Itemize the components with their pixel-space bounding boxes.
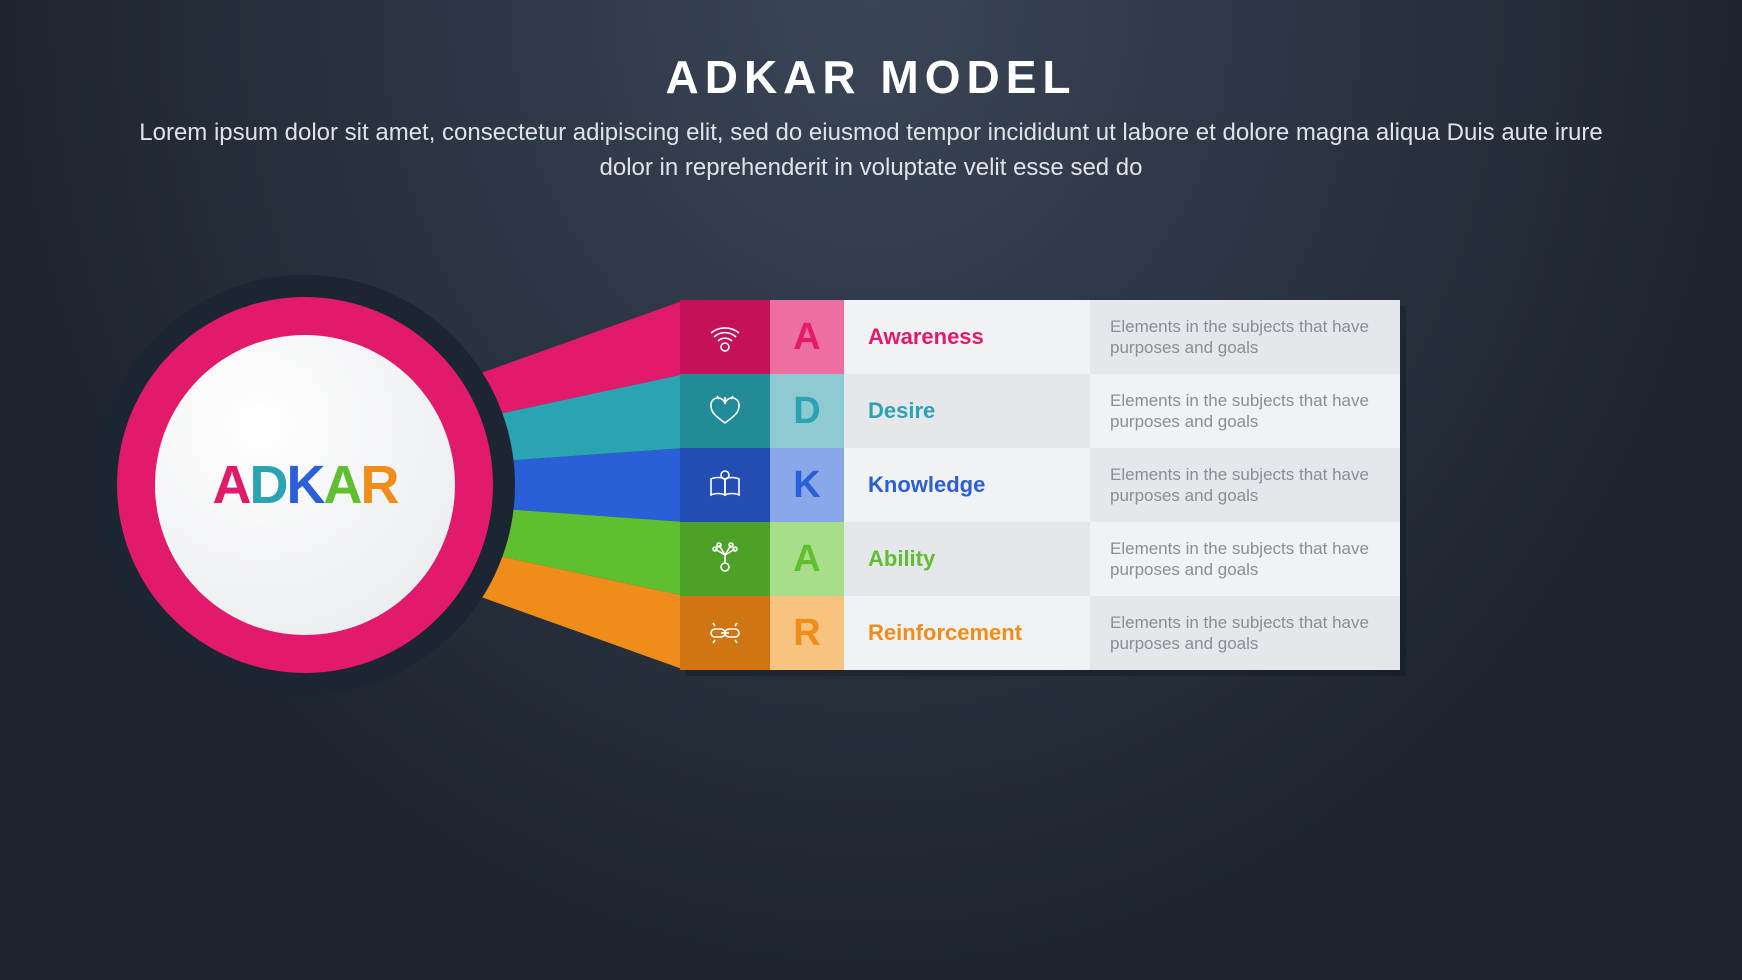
- acronym-letter: A: [324, 454, 361, 516]
- letter-cell: A: [770, 522, 844, 596]
- table-row: DDesireElements in the subjects that hav…: [680, 374, 1400, 448]
- table-row: KKnowledgeElements in the subjects that …: [680, 448, 1400, 522]
- table-row: AAbilityElements in the subjects that ha…: [680, 522, 1400, 596]
- row-title: Knowledge: [844, 448, 1090, 522]
- row-description: Elements in the subjects that have purpo…: [1090, 522, 1400, 596]
- network-icon: [680, 522, 770, 596]
- table-row: RReinforcementElements in the subjects t…: [680, 596, 1400, 670]
- row-description: Elements in the subjects that have purpo…: [1090, 448, 1400, 522]
- row-title: Desire: [844, 374, 1090, 448]
- adkar-circle: ADKAR: [95, 275, 515, 695]
- adkar-table: AAwarenessElements in the subjects that …: [680, 300, 1400, 670]
- adkar-acronym: ADKAR: [213, 454, 398, 516]
- letter-cell: A: [770, 300, 844, 374]
- letter-cell: K: [770, 448, 844, 522]
- acronym-letter: A: [213, 454, 250, 516]
- page-subtitle: Lorem ipsum dolor sit amet, consectetur …: [121, 116, 1621, 186]
- letter-cell: R: [770, 596, 844, 670]
- row-title: Reinforcement: [844, 596, 1090, 670]
- header: ADKAR MODEL Lorem ipsum dolor sit amet, …: [0, 0, 1742, 186]
- letter-cell: D: [770, 374, 844, 448]
- heart-icon: [680, 374, 770, 448]
- book-icon: [680, 448, 770, 522]
- row-description: Elements in the subjects that have purpo…: [1090, 374, 1400, 448]
- row-title: Awareness: [844, 300, 1090, 374]
- adkar-circle-inner: ADKAR: [155, 335, 455, 635]
- acronym-letter: R: [361, 454, 398, 516]
- acronym-letter: D: [250, 454, 287, 516]
- page-title: ADKAR MODEL: [0, 50, 1742, 104]
- acronym-letter: K: [287, 454, 324, 516]
- row-description: Elements in the subjects that have purpo…: [1090, 300, 1400, 374]
- table-row: AAwarenessElements in the subjects that …: [680, 300, 1400, 374]
- row-title: Ability: [844, 522, 1090, 596]
- link-icon: [680, 596, 770, 670]
- row-description: Elements in the subjects that have purpo…: [1090, 596, 1400, 670]
- adkar-circle-ring: ADKAR: [117, 297, 493, 673]
- antenna-icon: [680, 300, 770, 374]
